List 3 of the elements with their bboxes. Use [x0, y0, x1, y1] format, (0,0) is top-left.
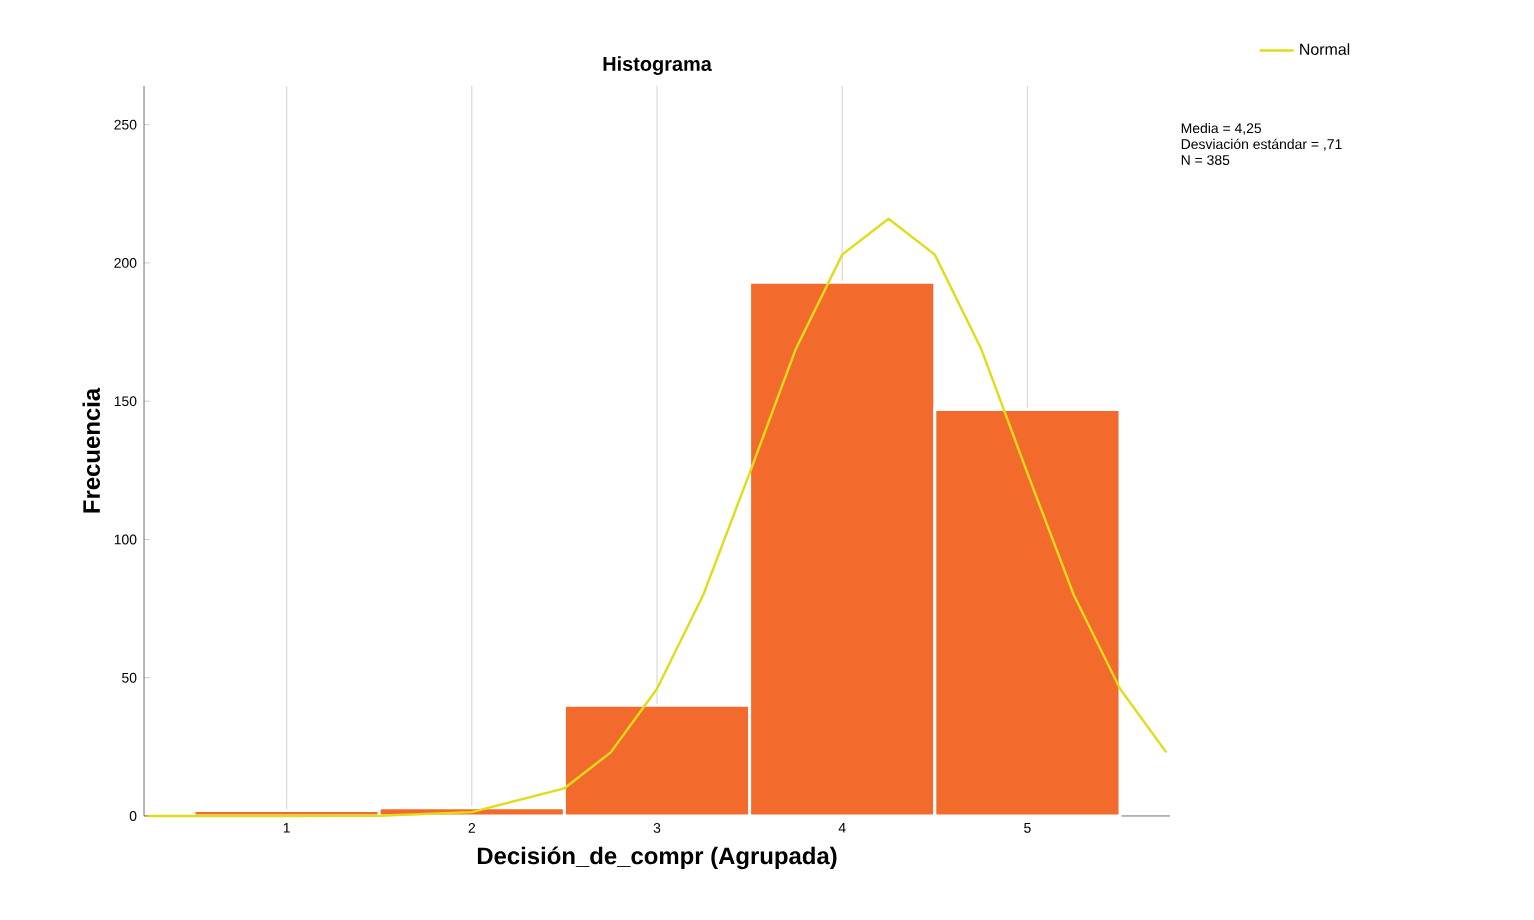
chart-title: Histograma: [603, 56, 712, 75]
x-axis-title: Decisión_de_compr (Agrupada): [477, 846, 837, 870]
y-axis-title: Frecuencia: [82, 387, 101, 513]
